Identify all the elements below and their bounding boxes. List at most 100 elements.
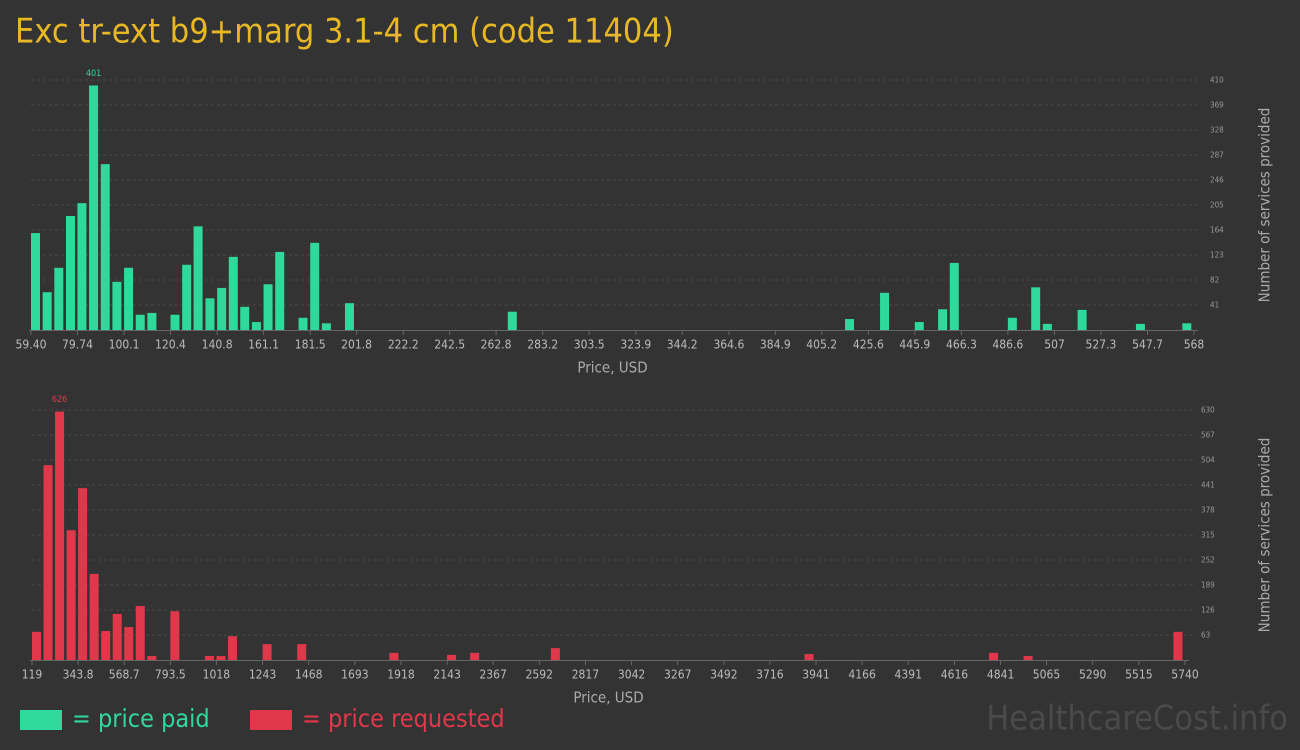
- x-tick-label: 507: [1044, 338, 1065, 352]
- x-tick-label: 568: [1184, 338, 1205, 352]
- bar: [55, 411, 65, 660]
- x-tick-label: 5515: [1125, 668, 1152, 682]
- x-tick-label: 2143: [433, 668, 460, 682]
- x-tick-label: 1243: [249, 668, 276, 682]
- y-tick-label: 369: [1210, 101, 1224, 110]
- x-tick-label: 5065: [1033, 668, 1060, 682]
- watermark: HealthcareCost.info: [986, 699, 1288, 739]
- x-tick-label: 161.1: [248, 338, 279, 352]
- x-tick-label: 79.74: [62, 338, 93, 352]
- y-tick-label: 82: [1210, 276, 1219, 285]
- bar: [205, 298, 215, 330]
- x-tick-label: 405.2: [806, 338, 837, 352]
- y-tick-label: 410: [1210, 76, 1224, 85]
- bar: [182, 264, 192, 330]
- bar: [1042, 323, 1052, 330]
- x-tick-label: 4616: [941, 668, 969, 682]
- bar: [321, 323, 331, 330]
- x-tick-label: 140.8: [202, 338, 233, 352]
- bar: [550, 648, 560, 660]
- bar: [66, 530, 76, 660]
- bar: [914, 322, 924, 330]
- x-tick-label: 3042: [618, 668, 645, 682]
- legend-swatch: [20, 710, 62, 730]
- bar: [43, 465, 53, 660]
- bar: [135, 314, 145, 330]
- bar: [1007, 317, 1017, 330]
- y-tick-label: 287: [1210, 151, 1224, 160]
- x-tick-label: 181.5: [295, 338, 326, 352]
- x-tick-label: 343.8: [63, 668, 94, 682]
- x-tick-label: 4841: [987, 668, 1014, 682]
- x-axis-title: Price, USD: [573, 689, 643, 707]
- bar: [89, 573, 99, 660]
- bar: [263, 284, 273, 330]
- x-tick-label: 303.5: [574, 338, 605, 352]
- x-tick-label: 5740: [1171, 668, 1199, 682]
- x-tick-label: 1918: [387, 668, 415, 682]
- x-tick-label: 1018: [203, 668, 231, 682]
- bar: [880, 292, 890, 330]
- data-label: 626: [52, 395, 67, 405]
- bar: [389, 652, 399, 660]
- bar: [988, 652, 998, 660]
- legend-label: = price paid: [72, 704, 210, 733]
- x-tick-label: 5290: [1079, 668, 1107, 682]
- x-tick-label: 384.9: [760, 338, 791, 352]
- x-tick-label: 3716: [756, 668, 784, 682]
- x-tick-label: 262.8: [481, 338, 512, 352]
- bar: [100, 164, 110, 330]
- bar: [1023, 656, 1033, 660]
- x-tick-label: 344.2: [667, 338, 698, 352]
- legend-swatch: [250, 710, 292, 730]
- bar: [470, 652, 480, 660]
- bar: [251, 322, 261, 330]
- x-tick-label: 2817: [572, 668, 599, 682]
- bar: [228, 636, 238, 660]
- data-label: 401: [86, 69, 101, 79]
- bar: [240, 306, 250, 330]
- y-tick-label: 246: [1210, 176, 1224, 185]
- y-tick-label: 189: [1201, 581, 1215, 590]
- x-tick-label: 364.6: [713, 338, 744, 352]
- bar: [124, 267, 134, 330]
- bar: [344, 303, 354, 330]
- x-tick-label: 59.40: [16, 338, 47, 352]
- x-tick-label: 3492: [710, 668, 737, 682]
- x-tick-label: 119: [22, 668, 43, 682]
- y-tick-label: 41: [1210, 301, 1219, 310]
- x-tick-label: 568.7: [109, 668, 140, 682]
- x-tick-label: 201.8: [341, 338, 372, 352]
- bar: [1031, 287, 1041, 330]
- bar: [204, 656, 214, 660]
- bar: [170, 314, 180, 330]
- y-axis-title: Number of services provided: [1256, 438, 1274, 633]
- bar: [938, 309, 948, 330]
- y-tick-label: 630: [1201, 406, 1215, 415]
- x-tick-label: 1693: [341, 668, 368, 682]
- bar: [135, 606, 145, 660]
- bar: [77, 203, 87, 330]
- y-tick-label: 504: [1201, 456, 1215, 465]
- bar: [31, 233, 40, 330]
- x-tick-label: 1468: [295, 668, 323, 682]
- bar: [147, 312, 157, 330]
- bar: [101, 631, 111, 660]
- bar: [228, 256, 238, 330]
- bar: [1182, 323, 1192, 330]
- bar: [297, 644, 307, 660]
- bar: [262, 644, 272, 660]
- page-title: Exc tr-ext b9+marg 3.1-4 cm (code 11404): [15, 12, 674, 52]
- bar: [949, 262, 959, 330]
- bar: [804, 654, 814, 660]
- x-tick-label: 4166: [848, 668, 876, 682]
- bar: [124, 627, 134, 660]
- x-tick-label: 100.1: [109, 338, 140, 352]
- x-tick-label: 547.7: [1132, 338, 1163, 352]
- bar: [193, 226, 203, 330]
- bar: [845, 319, 855, 330]
- x-tick-label: 445.9: [899, 338, 930, 352]
- bar: [112, 281, 122, 330]
